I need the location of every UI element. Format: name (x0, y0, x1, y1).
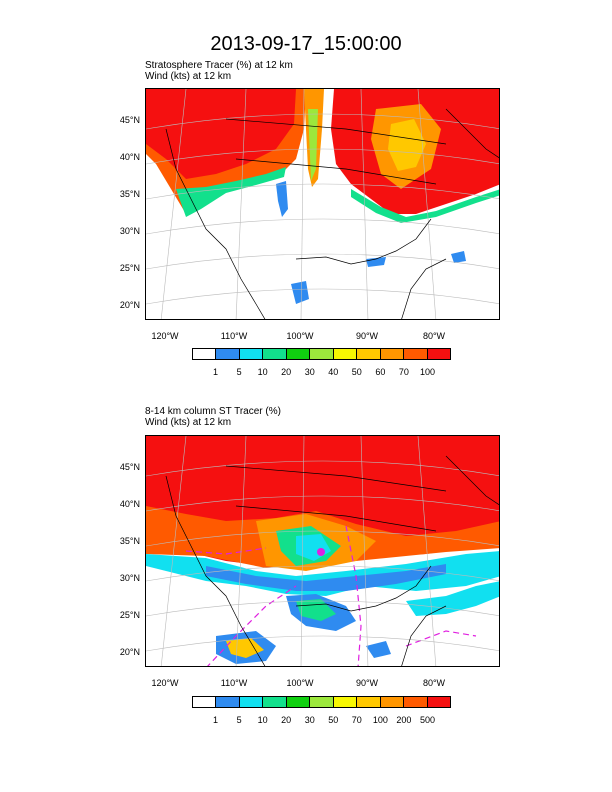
panel1-colorbar-labels: 1 5 10 20 30 40 50 60 70 100 (192, 367, 451, 379)
colorbar-swatch (193, 697, 217, 707)
panel2-map (145, 435, 500, 667)
colorbar-swatch (239, 349, 264, 359)
colorbar-swatch (239, 697, 264, 707)
colorbar-swatch (357, 697, 381, 707)
panel2-lat-label: 35°N (119, 536, 140, 546)
colorbar-swatch (333, 697, 358, 707)
colorbar-swatch (310, 697, 334, 707)
panel2-map-svg (146, 436, 499, 666)
colorbar-swatch (404, 697, 428, 707)
panel1-title-line1: Stratosphere Tracer (%) at 12 km (145, 60, 293, 71)
colorbar-swatch (216, 349, 240, 359)
colorbar-swatch (193, 349, 217, 359)
colorbar-swatch (286, 697, 311, 707)
panel2-lat-label: 30°N (119, 573, 140, 583)
colorbar-tick-label: 100 (419, 367, 435, 377)
panel2-colorbar-labels: 1 5 10 20 30 50 70 100 200 500 (192, 715, 451, 727)
panel2-lon-label: 120°W (151, 678, 179, 688)
panel1-lon-label: 90°W (355, 331, 379, 341)
colorbar-tick-label: 50 (328, 715, 339, 725)
panel2-lat-label: 45°N (119, 462, 140, 472)
colorbar-swatch (380, 697, 405, 707)
colorbar-swatch (404, 349, 428, 359)
panel2-title-line2: Wind (kts) at 12 km (145, 417, 232, 428)
colorbar-tick-label: 1 (213, 715, 219, 725)
panel1-lat-label: 35°N (119, 189, 140, 199)
colorbar-tick-label: 60 (375, 367, 386, 377)
colorbar-swatch (333, 349, 358, 359)
page-title: 2013-09-17_15:00:00 (210, 33, 402, 55)
colorbar-swatch (263, 697, 287, 707)
panel1-lat-label: 20°N (119, 300, 140, 310)
panel2-lon-label: 110°W (220, 678, 248, 688)
colorbar-swatch (263, 349, 287, 359)
panel2-colorbar (192, 696, 451, 708)
panel1-map-svg (146, 89, 499, 319)
panel1-colorbar (192, 348, 451, 360)
panel2-lon-label: 80°W (422, 678, 446, 688)
colorbar-tick-label: 500 (419, 715, 435, 725)
colorbar-tick-label: 5 (236, 715, 242, 725)
colorbar-swatch (286, 349, 311, 359)
colorbar-tick-label: 70 (398, 367, 409, 377)
panel1-lat-label: 25°N (119, 263, 140, 273)
colorbar-tick-label: 30 (304, 367, 315, 377)
panel1-lon-label: 100°W (286, 331, 314, 341)
colorbar-tick-label: 20 (281, 367, 292, 377)
colorbar-swatch (427, 697, 450, 707)
colorbar-swatch (216, 697, 240, 707)
panel2-lon-label: 90°W (355, 678, 379, 688)
colorbar-swatch (380, 349, 405, 359)
panel2-lat-label: 40°N (119, 499, 140, 509)
panel1-lat-label: 30°N (119, 226, 140, 236)
colorbar-swatch (357, 349, 381, 359)
colorbar-tick-label: 100 (372, 715, 388, 725)
panel2-title-line1: 8-14 km column ST Tracer (%) (145, 406, 281, 417)
colorbar-tick-label: 5 (236, 367, 242, 377)
colorbar-tick-label: 20 (281, 715, 292, 725)
colorbar-tick-label: 200 (396, 715, 412, 725)
panel2-lat-label: 20°N (119, 647, 140, 657)
colorbar-tick-label: 70 (351, 715, 362, 725)
colorbar-swatch (310, 349, 334, 359)
panel1-lon-label: 80°W (422, 331, 446, 341)
panel1-lon-label: 120°W (151, 331, 179, 341)
panel2-lat-label: 25°N (119, 610, 140, 620)
colorbar-tick-label: 40 (328, 367, 339, 377)
colorbar-tick-label: 50 (351, 367, 362, 377)
panel1-map (145, 88, 500, 320)
colorbar-tick-label: 30 (304, 715, 315, 725)
colorbar-swatch (427, 349, 450, 359)
panel1-title-line2: Wind (kts) at 12 km (145, 71, 232, 82)
panel2-lon-label: 100°W (286, 678, 314, 688)
panel1-lat-label: 45°N (119, 115, 140, 125)
panel1-lat-label: 40°N (119, 152, 140, 162)
colorbar-tick-label: 10 (257, 715, 268, 725)
panel1-lon-label: 110°W (220, 331, 248, 341)
colorbar-tick-label: 1 (213, 367, 219, 377)
colorbar-tick-label: 10 (257, 367, 268, 377)
